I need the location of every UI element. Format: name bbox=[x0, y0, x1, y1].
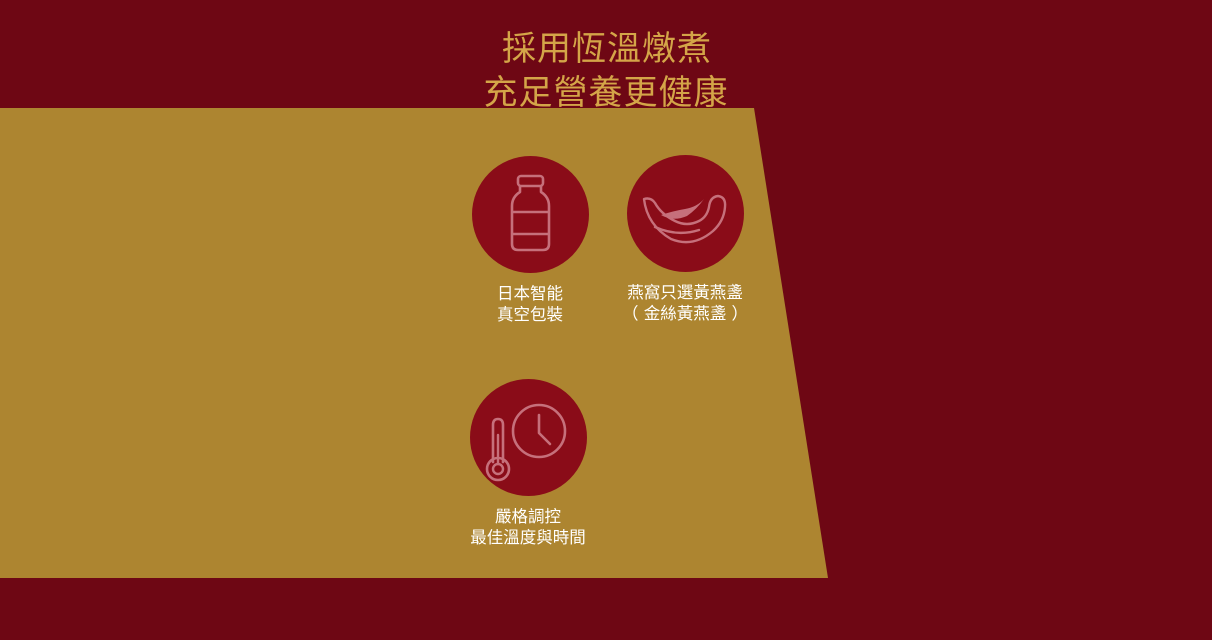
feature-circle bbox=[626, 155, 744, 272]
caption-line-2: （ 金絲黃燕盞 ） bbox=[622, 304, 748, 323]
feature-caption: 日本智能 真空包裝 bbox=[450, 283, 610, 325]
feature-caption: 燕窩只選黃燕盞 （ 金絲黃燕盞 ） bbox=[605, 282, 765, 324]
feature-temperature-control: 嚴格調控 最佳溫度與時間 bbox=[448, 379, 608, 548]
headline-line-2: 充足營養更健康 bbox=[483, 73, 729, 113]
caption-line-2: 真空包裝 bbox=[497, 305, 563, 324]
bottle-icon bbox=[510, 174, 550, 252]
caption-line-1: 嚴格調控 bbox=[495, 507, 561, 526]
headline: 採用恆溫燉煮 充足營養更健康 bbox=[0, 27, 1212, 115]
feature-circle bbox=[471, 156, 589, 273]
feature-vacuum-packaging: 日本智能 真空包裝 bbox=[450, 156, 610, 325]
feature-caption: 嚴格調控 最佳溫度與時間 bbox=[448, 506, 608, 548]
caption-line-1: 燕窩只選黃燕盞 bbox=[627, 283, 743, 302]
feature-panel bbox=[0, 108, 828, 578]
panel-background bbox=[0, 108, 828, 578]
headline-line-1: 採用恆溫燉煮 bbox=[502, 29, 712, 69]
feature-circle bbox=[469, 379, 587, 496]
caption-line-1: 日本智能 bbox=[497, 284, 563, 303]
birds-nest-icon bbox=[642, 194, 726, 244]
thermometer-clock-icon bbox=[485, 403, 566, 482]
caption-line-2: 最佳溫度與時間 bbox=[470, 528, 586, 547]
feature-yellow-nest: 燕窩只選黃燕盞 （ 金絲黃燕盞 ） bbox=[605, 155, 765, 324]
